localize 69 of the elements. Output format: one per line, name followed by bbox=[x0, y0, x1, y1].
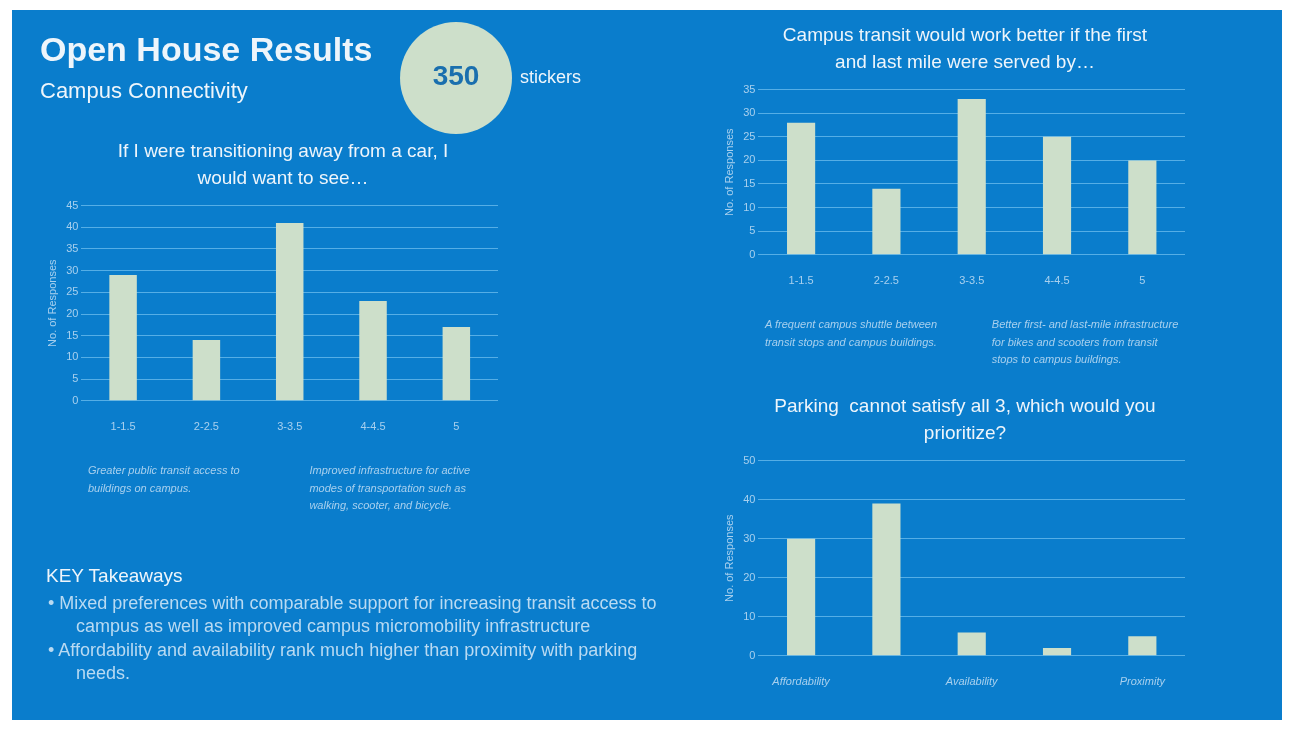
x-tick-label: 2-2.5 bbox=[193, 420, 219, 433]
y-tick-label: 20 bbox=[66, 307, 79, 320]
y-tick-label: 35 bbox=[66, 242, 79, 255]
bar bbox=[787, 538, 816, 656]
y-tick-label: 5 bbox=[749, 224, 756, 237]
bar bbox=[359, 301, 387, 401]
y-tick-label: 0 bbox=[72, 393, 79, 406]
x-tick-label: Availability bbox=[944, 675, 1000, 688]
text: 350 bbox=[431, 60, 481, 92]
text: Improved infrastructure for active modes of transportation such as walking, scooter, and bicycle. bbox=[309, 463, 472, 514]
y-tick-label: 25 bbox=[66, 285, 79, 298]
y-tick-label: 30 bbox=[66, 263, 79, 276]
y-tick-label: 15 bbox=[743, 177, 756, 190]
y-axis-title: No. of Responses bbox=[722, 127, 735, 216]
bar bbox=[442, 327, 471, 401]
x-tick-label: 5 bbox=[1139, 274, 1146, 287]
y-tick-label: 40 bbox=[743, 492, 756, 505]
x-tick-label: 2-2.5 bbox=[873, 274, 899, 287]
text: • Mixed preferences with comparable support for increasing transit access to campus as well as improved campus micromobility infrastructure bbox=[48, 592, 658, 639]
x-tick-label: 3-3.5 bbox=[277, 420, 303, 433]
chart-title: Campus transit would work better if the first and last mile were served by… bbox=[781, 23, 1149, 74]
bar bbox=[1042, 647, 1072, 656]
text: Open House Results bbox=[40, 30, 373, 69]
y-tick-label: 30 bbox=[743, 106, 756, 119]
y-tick-label: 0 bbox=[749, 247, 756, 260]
y-tick-label: 0 bbox=[749, 648, 756, 661]
bar bbox=[787, 122, 816, 255]
x-tick-label: 5 bbox=[453, 420, 460, 433]
bar bbox=[1128, 160, 1157, 255]
x-tick-label: Affordability bbox=[771, 675, 832, 688]
bar bbox=[957, 99, 986, 255]
text: A frequent campus shuttle between transit stops and campus buildings. bbox=[765, 317, 939, 350]
y-tick-label: 20 bbox=[743, 153, 756, 166]
bar bbox=[1042, 136, 1072, 255]
y-axis-title: No. of Responses bbox=[45, 258, 58, 347]
bar bbox=[275, 222, 304, 401]
y-tick-label: 10 bbox=[743, 609, 756, 622]
y-tick-label: 30 bbox=[743, 531, 756, 544]
y-tick-label: 10 bbox=[66, 350, 79, 363]
bar bbox=[1128, 636, 1157, 656]
x-tick-label: 4-4.5 bbox=[360, 420, 386, 433]
bar bbox=[957, 632, 986, 656]
y-tick-label: 15 bbox=[66, 328, 79, 341]
bar bbox=[872, 188, 901, 255]
y-tick-label: 20 bbox=[743, 570, 756, 583]
bar bbox=[192, 340, 221, 401]
text: Campus Connectivity bbox=[40, 78, 248, 104]
x-tick-label: 4-4.5 bbox=[1044, 274, 1070, 287]
bar bbox=[872, 503, 901, 656]
x-tick-label: 3-3.5 bbox=[959, 274, 985, 287]
x-tick-label: 1-1.5 bbox=[110, 420, 136, 433]
text: • Affordability and availability rank much higher than proximity with parking needs. bbox=[48, 638, 639, 686]
y-tick-label: 50 bbox=[743, 453, 756, 466]
chart-title: Parking cannot satisfy all 3, which would you prioritize? bbox=[773, 394, 1157, 445]
bar bbox=[109, 275, 137, 401]
y-axis-title: No. of Responses bbox=[722, 513, 735, 602]
y-tick-label: 25 bbox=[743, 129, 756, 142]
y-tick-label: 40 bbox=[66, 220, 79, 233]
x-tick-label: Proximity bbox=[1119, 675, 1167, 688]
text: KEY Takeaways bbox=[46, 565, 183, 587]
x-tick-label: 1-1.5 bbox=[788, 274, 814, 287]
chart-title: If I were transitioning away from a car, I would want to see… bbox=[116, 139, 450, 190]
y-tick-label: 45 bbox=[66, 198, 79, 211]
y-tick-label: 5 bbox=[72, 372, 79, 385]
y-tick-label: 10 bbox=[743, 200, 756, 213]
y-tick-label: 35 bbox=[743, 82, 756, 95]
text: Greater public transit access to buildings on campus. bbox=[88, 463, 241, 496]
text: stickers bbox=[520, 67, 582, 88]
text: Better first- and last-mile infrastructure for bikes and scooters from transit stops to campus buildings. bbox=[991, 317, 1180, 368]
